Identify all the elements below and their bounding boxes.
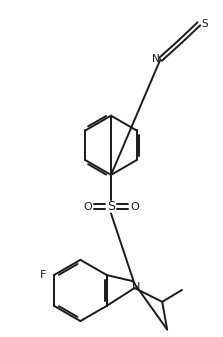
Text: N: N — [152, 54, 159, 64]
Text: S: S — [107, 200, 115, 213]
Text: F: F — [40, 270, 46, 280]
Text: N: N — [132, 282, 141, 292]
Text: S: S — [202, 19, 208, 29]
Text: O: O — [83, 202, 92, 212]
Text: O: O — [130, 202, 139, 212]
